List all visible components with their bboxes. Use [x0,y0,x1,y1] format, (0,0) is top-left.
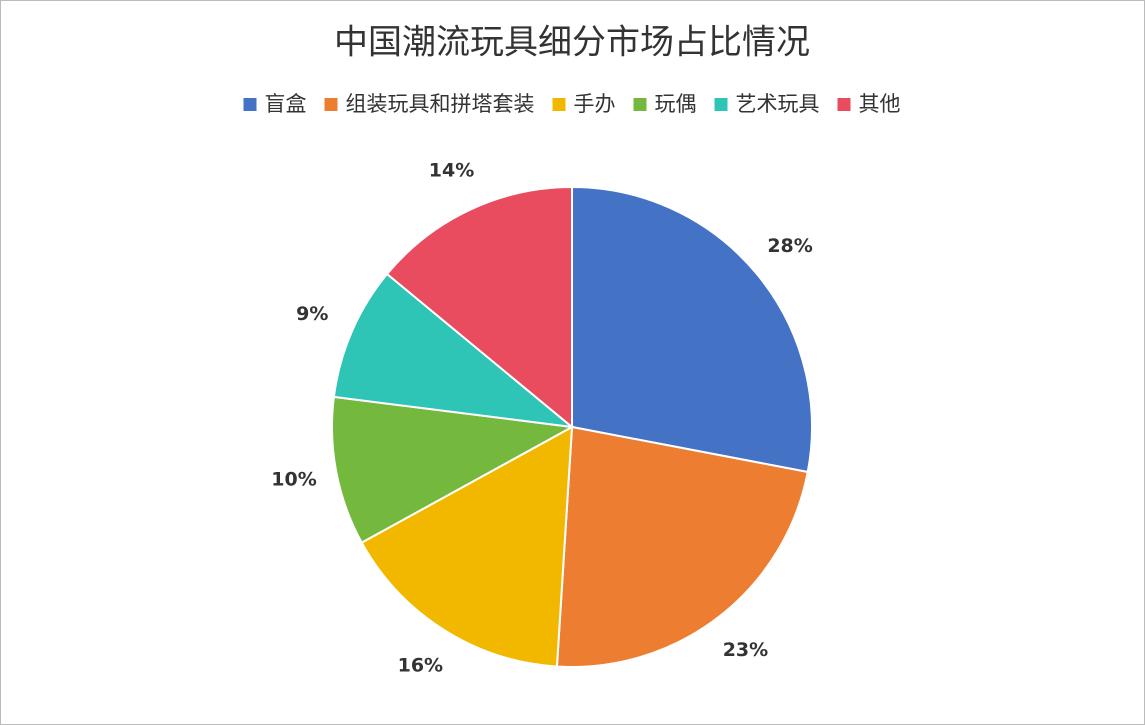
data-label: 14% [429,159,474,181]
pie-slice [331,395,576,544]
legend-label: 玩偶 [655,92,697,116]
legend-marker [324,98,338,111]
legend-marker [714,98,728,111]
data-label: 16% [398,654,443,676]
pie-slice [332,272,576,429]
legend-marker [633,98,647,111]
pie-slice [385,185,573,430]
legend-label: 组装玩具和拼塔套装 [346,92,535,116]
pie-slice [360,425,574,668]
pie-slice [571,185,813,474]
data-label: 9% [296,303,328,325]
chart-title: 中国潮流玩具细分市场占比情况 [334,23,810,63]
legend-label: 盲盒 [265,92,307,116]
data-label: 28% [767,235,812,257]
legend-label: 手办 [574,92,616,116]
legend-marker [837,98,851,111]
legend-marker [552,98,566,111]
pie-slice [555,425,809,668]
data-label: 23% [723,639,768,661]
legend-marker [243,98,257,111]
legend-label: 其他 [859,92,901,116]
legend-label: 艺术玩具 [736,92,820,116]
data-label: 10% [271,469,316,491]
